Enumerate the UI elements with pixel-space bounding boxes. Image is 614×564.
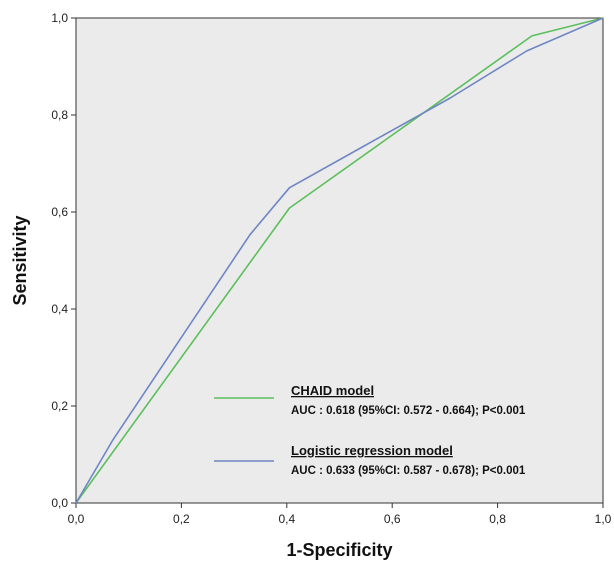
y-axis-title: Sensitivity xyxy=(10,215,30,305)
y-tick-label: 0,0 xyxy=(51,496,68,510)
y-axis: 0,0 0,2 0,4 0,6 0,8 1,0 xyxy=(51,11,76,510)
legend-auc-annotation: AUC : 0.618 (95%CI: 0.572 - 0.664); P<0.… xyxy=(291,405,526,417)
x-axis-title: 1-Specificity xyxy=(286,540,392,560)
y-tick-label: 0,8 xyxy=(51,108,68,122)
x-axis: 0,0 0,2 0,4 0,6 0,8 1,0 xyxy=(68,503,612,526)
legend-series-name: Logistic regression model xyxy=(291,443,453,458)
x-tick-label: 0,4 xyxy=(278,512,295,526)
x-tick-label: 1,0 xyxy=(595,512,612,526)
y-tick-label: 0,2 xyxy=(51,399,68,413)
legend-auc-annotation: AUC : 0.633 (95%CI: 0.587 - 0.678); P<0.… xyxy=(291,465,526,477)
series-lines xyxy=(75,17,604,504)
series-line-chaid xyxy=(75,17,604,504)
y-tick-label: 0,6 xyxy=(51,205,68,219)
legend-series-name: CHAID model xyxy=(291,383,374,398)
x-tick-label: 0,0 xyxy=(68,512,85,526)
series-line-logistic-regression xyxy=(75,17,604,504)
x-tick-label: 0,2 xyxy=(173,512,190,526)
y-tick-label: 1,0 xyxy=(51,11,68,25)
y-tick-label: 0,4 xyxy=(51,302,68,316)
plot-area xyxy=(75,17,604,504)
legend: CHAID model AUC : 0.618 (95%CI: 0.572 - 0… xyxy=(214,383,526,477)
x-tick-label: 0,8 xyxy=(489,512,506,526)
x-tick-label: 0,6 xyxy=(384,512,401,526)
